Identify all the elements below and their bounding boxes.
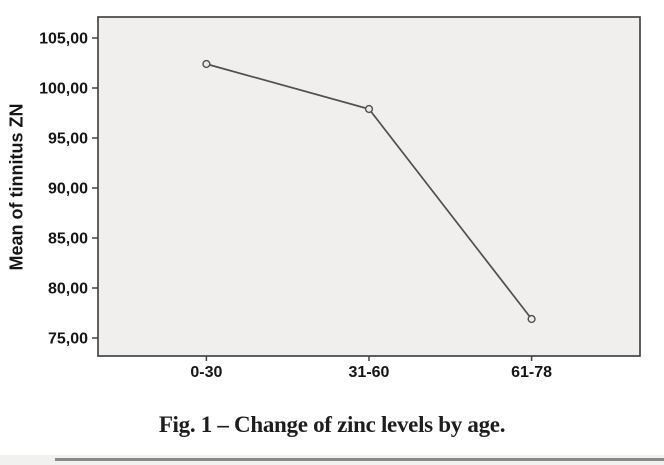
y-tick-label: 105,00 [39,31,88,48]
y-tick-label: 95,00 [48,131,88,148]
data-point-marker [364,104,374,114]
x-tick-label: 0-30 [190,364,222,381]
x-tick-label: 61-78 [511,364,552,381]
y-tick-label: 85,00 [48,231,88,248]
x-tick-label: 31-60 [349,364,390,381]
data-point-marker [202,59,211,69]
bottom-band [0,455,664,465]
y-tick-label: 100,00 [39,81,88,98]
bottom-rule [55,458,664,461]
figure-caption: Fig. 1 – Change of zinc levels by age. [158,412,506,437]
plot-frame [97,16,641,357]
y-tick-label: 75,00 [48,331,88,348]
y-tick-label: 80,00 [48,281,88,298]
y-axis-title: Mean of tinnitus ZN [6,103,27,271]
y-tick-label: 90,00 [48,181,88,198]
data-point-marker [527,314,536,324]
